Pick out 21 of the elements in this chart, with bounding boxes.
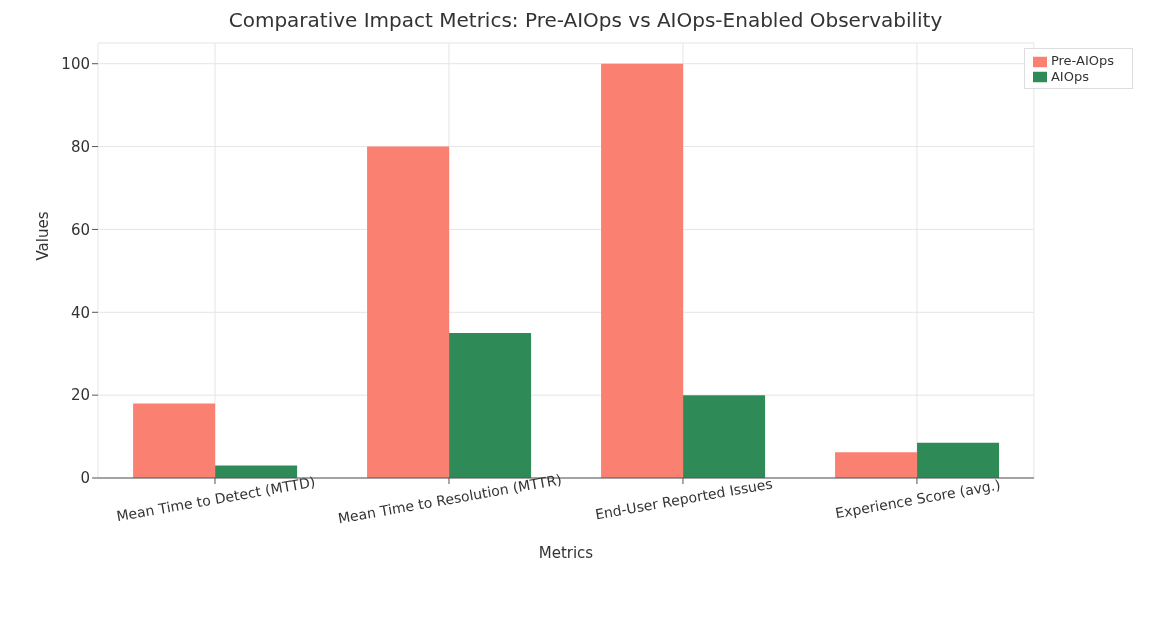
chart-title: Comparative Impact Metrics: Pre-AIOps vs AIOps-Enabled Observability — [227, 8, 944, 34]
y-tick-label: 100 — [61, 55, 90, 74]
y-tick-label: 80 — [70, 137, 90, 156]
y-tick-label: 40 — [70, 303, 90, 322]
legend-label: Pre-AIOps — [1050, 53, 1114, 68]
bar — [683, 395, 766, 478]
bar — [133, 403, 216, 478]
y-axis-title: Values — [34, 211, 53, 261]
x-tick-label: End-User Reported Issues — [593, 475, 774, 523]
y-tick-label: 60 — [70, 220, 90, 239]
x-tick-label: Experience Score (avg.) — [834, 476, 1002, 522]
bar — [367, 146, 450, 478]
x-axis-title: Metrics — [538, 544, 594, 562]
x-tick-label: Mean Time to Resolution (MTTR) — [336, 471, 564, 527]
x-tick-label: Mean Time to Detect (MTTD) — [115, 473, 317, 525]
bar — [835, 452, 918, 478]
y-tick-label: 20 — [70, 386, 90, 405]
bar — [917, 442, 1000, 478]
y-tick-label: 0 — [80, 469, 90, 488]
bar — [601, 63, 684, 478]
legend-label: AIOps — [1050, 68, 1089, 84]
